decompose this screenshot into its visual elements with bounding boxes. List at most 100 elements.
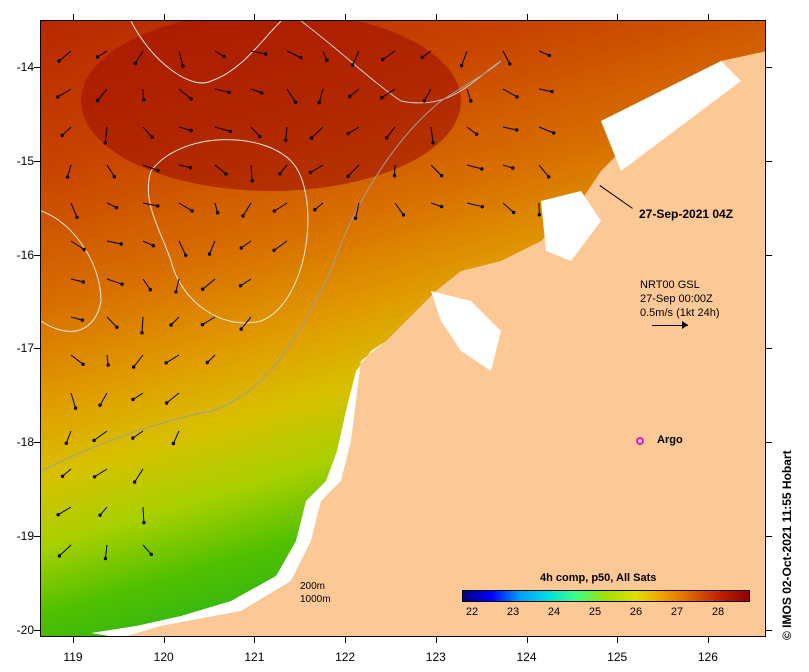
lat-label: -19	[16, 529, 34, 543]
current-vector	[285, 126, 288, 141]
current-vector	[382, 50, 396, 60]
current-vector-head	[106, 363, 110, 367]
lat-tick	[34, 160, 40, 162]
current-vector	[430, 126, 434, 143]
colorbar-title: 4h comp, p50, All Sats	[540, 572, 657, 584]
current-vector	[466, 88, 472, 102]
contour-3	[41, 210, 102, 332]
argo-float-icon[interactable]	[636, 437, 644, 445]
current-vector-head	[81, 280, 85, 284]
current-vector-head	[550, 89, 554, 94]
current-vector-head	[238, 284, 243, 288]
colorbar-label: 23	[506, 606, 520, 618]
lat-label: -17	[16, 341, 34, 356]
current-vector	[538, 50, 550, 56]
current-vector-head	[313, 208, 317, 212]
current-vector-head	[420, 55, 425, 59]
contour-2	[130, 21, 282, 84]
current-vector	[70, 278, 84, 283]
current-vector	[178, 126, 192, 131]
current-vector	[214, 126, 231, 132]
current-vector	[466, 202, 483, 208]
current-vector-head	[132, 480, 137, 484]
cloud-mask	[91, 341, 386, 636]
warm-core	[81, 21, 461, 191]
colorbar-label: 22	[465, 606, 479, 618]
current-vector-head	[439, 173, 444, 178]
current-vector-head	[142, 520, 146, 525]
current-vector	[178, 88, 192, 100]
current-vector	[430, 202, 442, 208]
current-vector	[394, 202, 404, 216]
current-vector	[165, 354, 180, 364]
current-vector-head	[92, 438, 96, 443]
current-vector	[502, 126, 517, 131]
current-vector	[170, 316, 180, 326]
lon-tick	[617, 14, 619, 20]
lon-tick	[526, 14, 528, 20]
current-vector-head	[459, 63, 464, 68]
lat-tick	[766, 536, 772, 537]
current-vector	[207, 354, 216, 363]
current-vector-head	[200, 322, 205, 327]
current-vector-head	[272, 209, 277, 213]
current-vector-head	[98, 403, 102, 407]
current-vector-head	[431, 141, 435, 145]
lon-tick	[435, 637, 437, 643]
current-vector	[104, 544, 108, 559]
lon-tick	[163, 14, 165, 20]
lat-label: -14	[16, 60, 34, 74]
lon-tick	[254, 14, 256, 20]
current-vector	[386, 126, 396, 139]
current-vector-head	[188, 165, 193, 170]
current-vector	[57, 88, 72, 98]
lat-label: -18	[16, 435, 34, 450]
current-vector-head	[284, 138, 288, 142]
colorbar	[462, 590, 750, 602]
current-vector-head	[184, 253, 188, 258]
current-vector-head	[131, 365, 136, 369]
current-vector	[250, 88, 262, 94]
current-vector-head	[65, 175, 70, 179]
depth-legend: 200m 1000m	[300, 580, 331, 606]
current-vector	[423, 88, 432, 102]
current-vector-head	[422, 99, 426, 103]
current-vector	[142, 278, 151, 290]
current-vector	[286, 50, 302, 59]
colorbar-label: 26	[629, 606, 643, 618]
depth-legend-1000m: 1000m	[300, 594, 331, 605]
current-vector-head	[164, 401, 169, 405]
current-vector-head	[241, 214, 245, 218]
current-vector	[106, 316, 118, 328]
current-vector	[538, 126, 554, 134]
current-vector	[314, 202, 324, 211]
current-vector-head	[190, 209, 194, 213]
lon-label: 125	[607, 650, 628, 664]
current-vector-head	[112, 174, 117, 179]
current-vector-head	[151, 244, 156, 248]
current-vector	[70, 354, 84, 365]
current-vector-head	[260, 91, 264, 95]
lon-label: 120	[153, 650, 174, 664]
current-vector-head	[511, 210, 516, 215]
current-vector	[134, 468, 144, 483]
current-vector-head	[80, 318, 85, 322]
current-vector	[466, 126, 477, 135]
current-arrows	[56, 50, 556, 561]
current-vector-head	[348, 94, 352, 99]
current-vector	[209, 240, 216, 255]
sst-map[interactable]	[40, 20, 766, 637]
lat-tick	[766, 629, 772, 631]
lat-label: -15	[16, 153, 34, 168]
lon-tick	[435, 14, 437, 20]
current-vector-head	[64, 441, 68, 445]
lon-tick	[163, 637, 165, 643]
current-vector	[141, 316, 144, 333]
lat-tick	[766, 348, 772, 350]
current-vector	[59, 544, 72, 557]
current-vector-head	[308, 170, 313, 175]
current-vector-head	[131, 397, 135, 402]
current-vector-head	[317, 100, 321, 105]
lon-tick	[707, 14, 709, 20]
current-vector-head	[511, 166, 515, 170]
